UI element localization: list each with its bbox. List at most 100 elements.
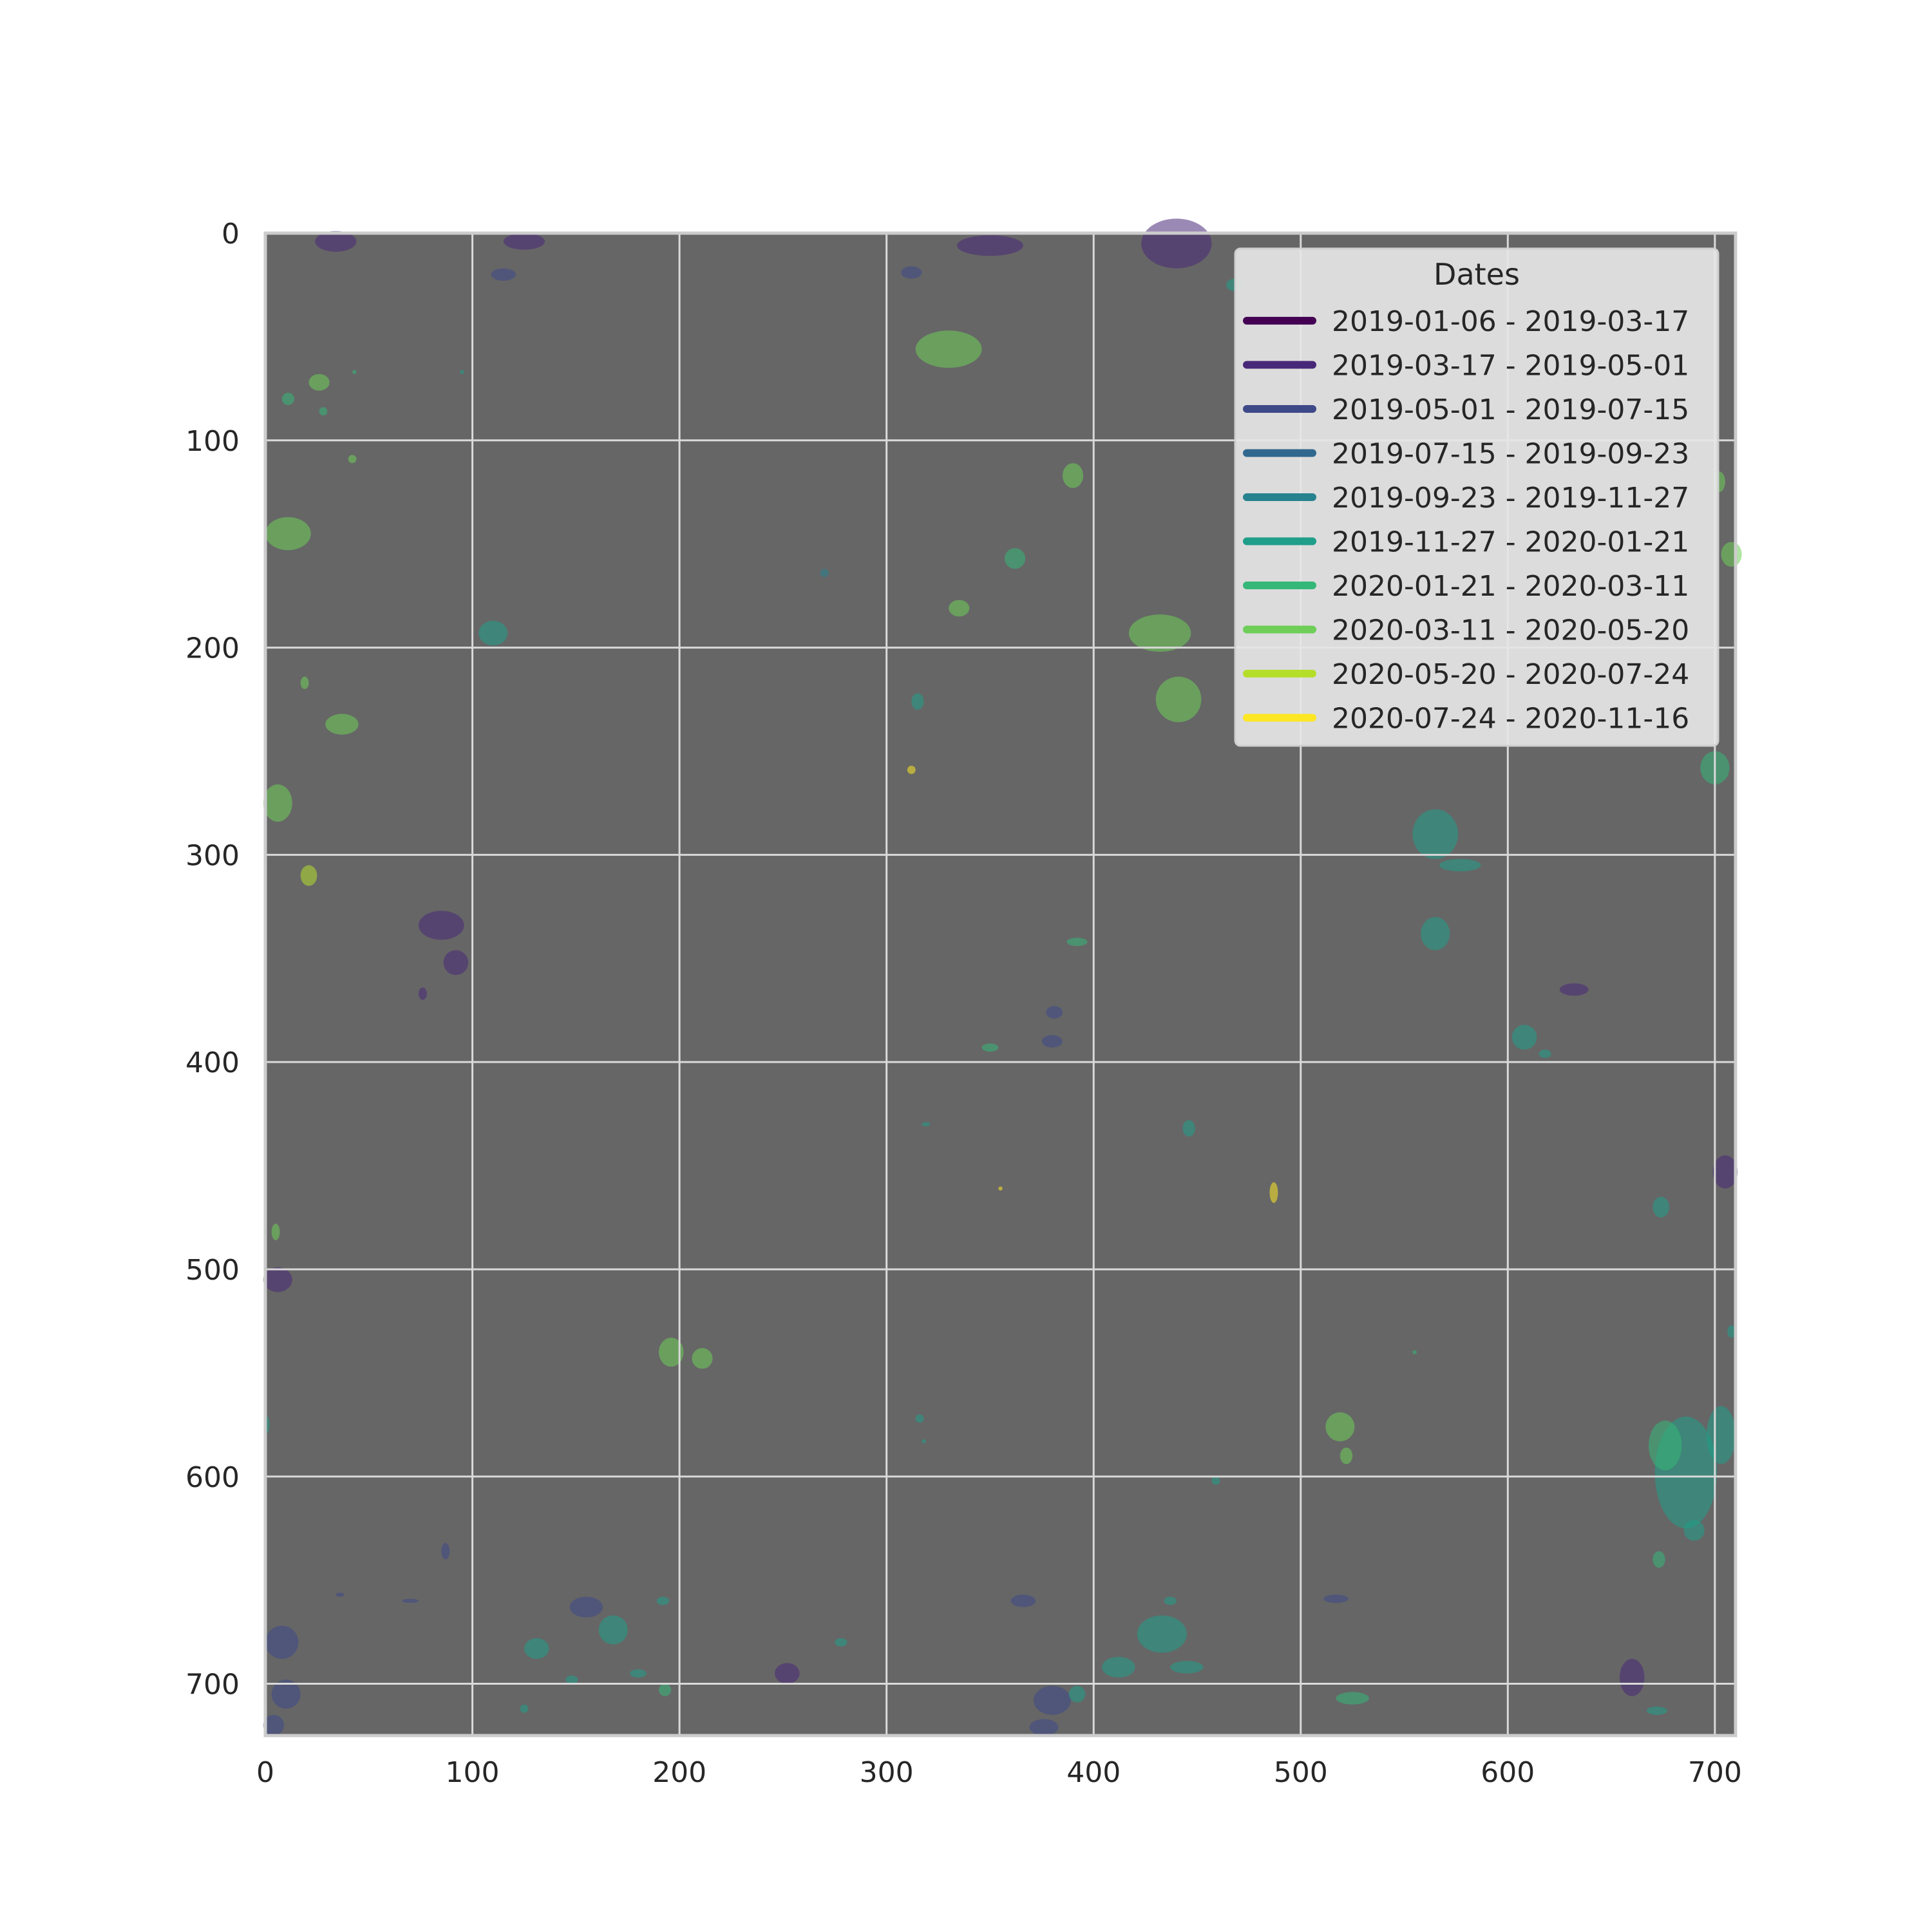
- legend-entry: 2019-01-06 - 2019-03-17: [1243, 305, 1689, 338]
- legend-label: 2019-05-01 - 2019-07-15: [1332, 393, 1689, 426]
- legend-entry: 2019-05-01 - 2019-07-15: [1243, 393, 1689, 426]
- change-patch: [1155, 676, 1202, 723]
- x-tick-label: 600: [1481, 1756, 1535, 1789]
- change-patch: [911, 693, 924, 710]
- y-tick-label: 500: [185, 1254, 240, 1287]
- change-patch: [1323, 1595, 1349, 1604]
- change-patch: [1004, 548, 1026, 569]
- y-tick-label: 200: [185, 632, 240, 665]
- change-patch: [629, 1669, 647, 1678]
- x-tick-label: 300: [860, 1756, 914, 1789]
- legend-box: [1234, 247, 1719, 747]
- change-patch: [1102, 1656, 1135, 1678]
- change-patch: [520, 1704, 529, 1713]
- change-patch: [308, 374, 330, 391]
- x-tick-label: 200: [652, 1756, 706, 1789]
- change-patch: [300, 676, 309, 689]
- change-patch: [300, 865, 317, 886]
- legend-entry: 2019-11-27 - 2020-01-21: [1243, 526, 1689, 559]
- change-patch: [956, 235, 1023, 256]
- patch-layer: [263, 218, 1742, 1736]
- legend-label: 2020-05-20 - 2020-07-24: [1332, 658, 1689, 691]
- change-patch: [1727, 1325, 1736, 1338]
- change-patch: [1646, 1706, 1667, 1715]
- change-patch: [1706, 1406, 1736, 1464]
- change-patch: [402, 1598, 419, 1604]
- legend-label: 2020-07-24 - 2020-11-16: [1332, 703, 1689, 735]
- change-patch: [1511, 1025, 1537, 1050]
- legend-entries: 2019-01-06 - 2019-03-17 2019-03-17 - 2019…: [1243, 305, 1689, 735]
- change-patch: [491, 268, 516, 281]
- change-patch: [1412, 1350, 1417, 1354]
- legend-label: 2019-07-15 - 2019-09-23: [1332, 438, 1689, 471]
- x-axis-ticks: 0 100 200 300 400 500 600 700: [256, 1756, 1742, 1789]
- change-patch: [565, 1675, 578, 1684]
- change-patch: [1325, 1412, 1355, 1442]
- change-patch: [1033, 1685, 1071, 1715]
- change-patch: [271, 1680, 301, 1709]
- change-patch: [915, 1414, 924, 1423]
- change-patch: [263, 784, 292, 822]
- change-patch: [1653, 1551, 1665, 1568]
- legend-label: 2019-11-27 - 2020-01-21: [1332, 526, 1689, 559]
- change-patch: [1164, 1596, 1177, 1605]
- change-patch: [1653, 1197, 1670, 1218]
- change-patch: [1211, 1476, 1220, 1485]
- change-patch: [503, 233, 545, 250]
- change-patch: [1619, 1658, 1645, 1696]
- change-patch: [271, 1224, 280, 1240]
- change-patch: [352, 370, 357, 374]
- change-patch: [1683, 1520, 1705, 1541]
- x-tick-label: 700: [1688, 1756, 1742, 1789]
- legend-label: 2019-03-17 - 2019-05-01: [1332, 350, 1689, 383]
- change-patch: [1648, 1420, 1682, 1471]
- x-tick-label: 100: [446, 1756, 500, 1789]
- change-patch: [418, 987, 427, 1000]
- change-patch: [922, 1439, 926, 1444]
- change-patch: [775, 1663, 800, 1684]
- change-patch: [1182, 1120, 1195, 1137]
- y-tick-label: 400: [185, 1046, 240, 1079]
- change-patch: [1010, 1595, 1036, 1607]
- change-patch: [569, 1596, 603, 1618]
- change-patch: [981, 1043, 999, 1052]
- change-patch: [524, 1638, 549, 1659]
- change-patch: [263, 1267, 292, 1293]
- change-patch: [478, 620, 508, 646]
- plot-frame: [263, 231, 1738, 1738]
- change-patch: [1062, 463, 1084, 488]
- change-patch: [1421, 916, 1450, 951]
- change-patch: [265, 1625, 299, 1659]
- change-patch: [1068, 1685, 1086, 1703]
- change-patch: [1137, 1615, 1187, 1653]
- change-patch: [263, 1714, 284, 1736]
- change-patch: [281, 392, 295, 406]
- change-patch: [441, 1542, 450, 1560]
- change-patch: [658, 1683, 672, 1696]
- legend-label: 2019-01-06 - 2019-03-17: [1332, 305, 1689, 338]
- change-patch: [460, 370, 464, 374]
- change-patch: [418, 911, 464, 940]
- legend-entry: 2019-09-23 - 2019-11-27: [1243, 482, 1689, 515]
- change-patch: [922, 1122, 931, 1126]
- change-patch: [1721, 542, 1742, 567]
- change-patch: [692, 1348, 713, 1369]
- legend-label: 2019-09-23 - 2019-11-27: [1332, 482, 1689, 515]
- change-patch: [265, 516, 311, 551]
- change-patch: [835, 1638, 848, 1647]
- change-patch: [598, 1615, 628, 1645]
- x-tick-label: 500: [1274, 1756, 1328, 1789]
- legend-label: 2020-03-11 - 2020-05-20: [1332, 614, 1689, 647]
- change-patch: [325, 714, 359, 735]
- change-patch: [443, 950, 469, 976]
- legend-label: 2020-01-21 - 2020-03-11: [1332, 570, 1689, 603]
- change-patch: [1128, 614, 1191, 652]
- change-patch: [1141, 218, 1212, 269]
- change-patch: [1336, 1692, 1369, 1705]
- y-tick-label: 0: [222, 218, 240, 251]
- legend-entry: 2020-07-24 - 2020-11-16: [1243, 703, 1689, 735]
- change-patch: [658, 1338, 684, 1367]
- change-patch: [949, 600, 970, 617]
- y-tick-label: 100: [185, 425, 240, 458]
